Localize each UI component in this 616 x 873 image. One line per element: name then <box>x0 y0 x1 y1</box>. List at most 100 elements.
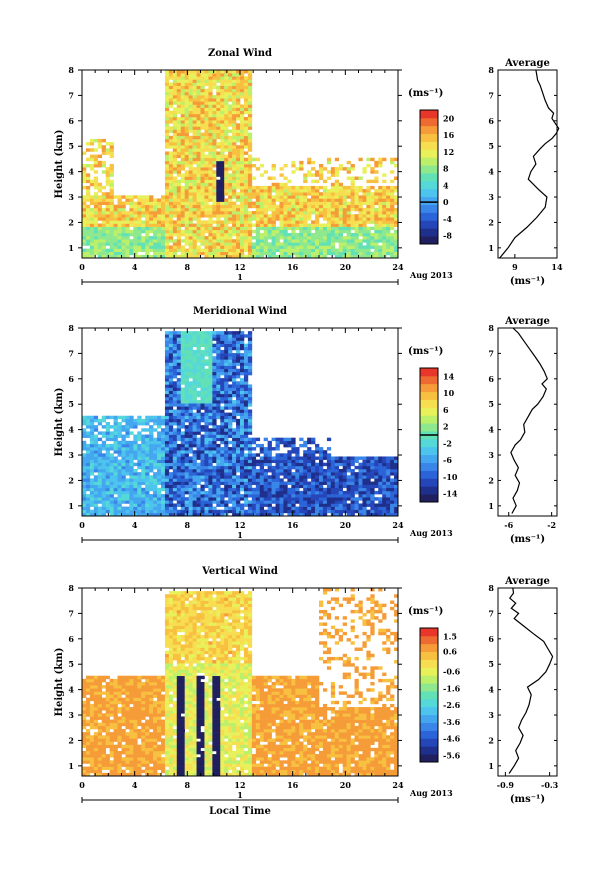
heatmap-cell <box>228 73 233 77</box>
heatmap-cell <box>145 220 150 224</box>
heatmap-cell <box>208 362 213 366</box>
heatmap-cell <box>129 469 134 473</box>
heatmap-cell <box>133 217 138 221</box>
heatmap-cell <box>192 132 197 137</box>
heatmap-cell <box>164 104 170 108</box>
heatmap-cell <box>232 437 237 442</box>
heatmap-cell <box>168 381 174 385</box>
heatmap-cell <box>117 440 122 445</box>
heatmap-cell <box>164 207 170 212</box>
heatmap-cell <box>212 428 217 432</box>
heatmap-cell <box>188 353 193 357</box>
heatmap-cell <box>212 371 217 376</box>
heatmap-cell <box>243 465 249 470</box>
heatmap-cell <box>85 497 91 501</box>
heatmap-cell <box>97 481 103 485</box>
heatmap-cell <box>82 170 87 174</box>
heatmap-cell <box>236 151 241 155</box>
heatmap-cell <box>204 343 209 348</box>
heatmap-cell <box>243 70 249 74</box>
heatmap-cell <box>117 211 122 215</box>
heatmap-cell <box>330 236 336 240</box>
heatmap-cell <box>180 440 185 445</box>
heatmap-cell <box>137 245 142 249</box>
heatmap-cell <box>315 232 320 237</box>
heatmap-cell <box>184 217 189 221</box>
heatmap-cell <box>161 509 166 514</box>
heatmap-cell <box>263 226 268 231</box>
heatmap-cell <box>220 462 225 467</box>
heatmap-cell <box>232 167 237 171</box>
heatmap-cell <box>109 192 114 196</box>
heatmap-cell <box>236 82 241 86</box>
heatmap-cell <box>161 242 166 246</box>
heatmap-cell <box>97 182 103 187</box>
heatmap-cell <box>374 242 379 246</box>
heatmap-cell <box>212 148 217 152</box>
heatmap-cell <box>220 76 225 80</box>
heatmap-cell <box>228 362 233 366</box>
heatmap-cell <box>386 201 391 206</box>
heatmap-cell <box>101 503 106 507</box>
heatmap-cell <box>311 167 316 171</box>
heatmap-cell <box>220 70 225 74</box>
heatmap-cell <box>196 101 201 105</box>
heatmap-cell <box>172 412 178 417</box>
heatmap-cell <box>243 254 249 259</box>
heatmap-cell <box>291 185 296 190</box>
heatmap-cell <box>176 422 182 426</box>
heatmap-cell <box>287 487 292 492</box>
heatmap-cell <box>366 229 371 234</box>
heatmap-cell <box>271 189 276 193</box>
heatmap-cell <box>149 484 154 489</box>
heatmap-cell <box>370 242 375 246</box>
heatmap-cell <box>168 434 174 438</box>
heatmap-cell <box>149 217 154 221</box>
heatmap-cell <box>168 70 174 74</box>
heatmap-cell <box>338 229 343 234</box>
heatmap-cell <box>287 211 292 215</box>
heatmap-cell <box>180 437 185 442</box>
heatmap-cell <box>188 437 193 442</box>
heatmap-cell <box>342 236 347 240</box>
heatmap-cell <box>184 387 189 391</box>
heatmap-cell <box>240 123 245 127</box>
heatmap-cell <box>283 232 288 237</box>
heatmap-cell <box>172 396 178 401</box>
heatmap-cell <box>172 387 178 391</box>
heatmap-cell <box>161 437 166 442</box>
heatmap-cell <box>121 236 126 240</box>
heatmap-cell <box>172 447 178 451</box>
heatmap-cell <box>125 198 130 202</box>
heatmap-cell <box>208 503 213 507</box>
heatmap-cell <box>240 145 245 149</box>
heatmap-cell <box>204 179 209 184</box>
heatmap-cell <box>283 164 288 168</box>
heatmap-cell <box>97 462 103 467</box>
heatmap-cell <box>196 129 201 133</box>
heatmap-cell <box>232 334 237 338</box>
heatmap-cell <box>168 76 174 80</box>
heatmap-cell <box>180 160 185 165</box>
heatmap-cell <box>208 343 213 348</box>
heatmap-cell <box>303 239 308 243</box>
heatmap-cell <box>228 107 233 112</box>
heatmap-cell <box>184 104 189 108</box>
heatmap-cell <box>208 148 213 152</box>
heatmap-cell <box>243 101 249 105</box>
heatmap-cell <box>93 236 99 240</box>
heatmap-cell <box>97 242 103 246</box>
heatmap-cell <box>232 378 237 382</box>
heatmap-cell <box>295 214 300 218</box>
heatmap-cell <box>188 475 193 479</box>
heatmap-cell <box>125 487 130 492</box>
heatmap-cell <box>149 220 154 224</box>
heatmap-cell <box>263 239 268 243</box>
heatmap-cell <box>125 509 130 514</box>
heatmap-cell <box>97 453 103 457</box>
heatmap-cell <box>208 98 213 102</box>
heatmap-cell <box>251 465 257 470</box>
heatmap-cell <box>172 126 178 130</box>
heatmap-cell <box>390 223 395 227</box>
heatmap-cell <box>89 157 95 162</box>
